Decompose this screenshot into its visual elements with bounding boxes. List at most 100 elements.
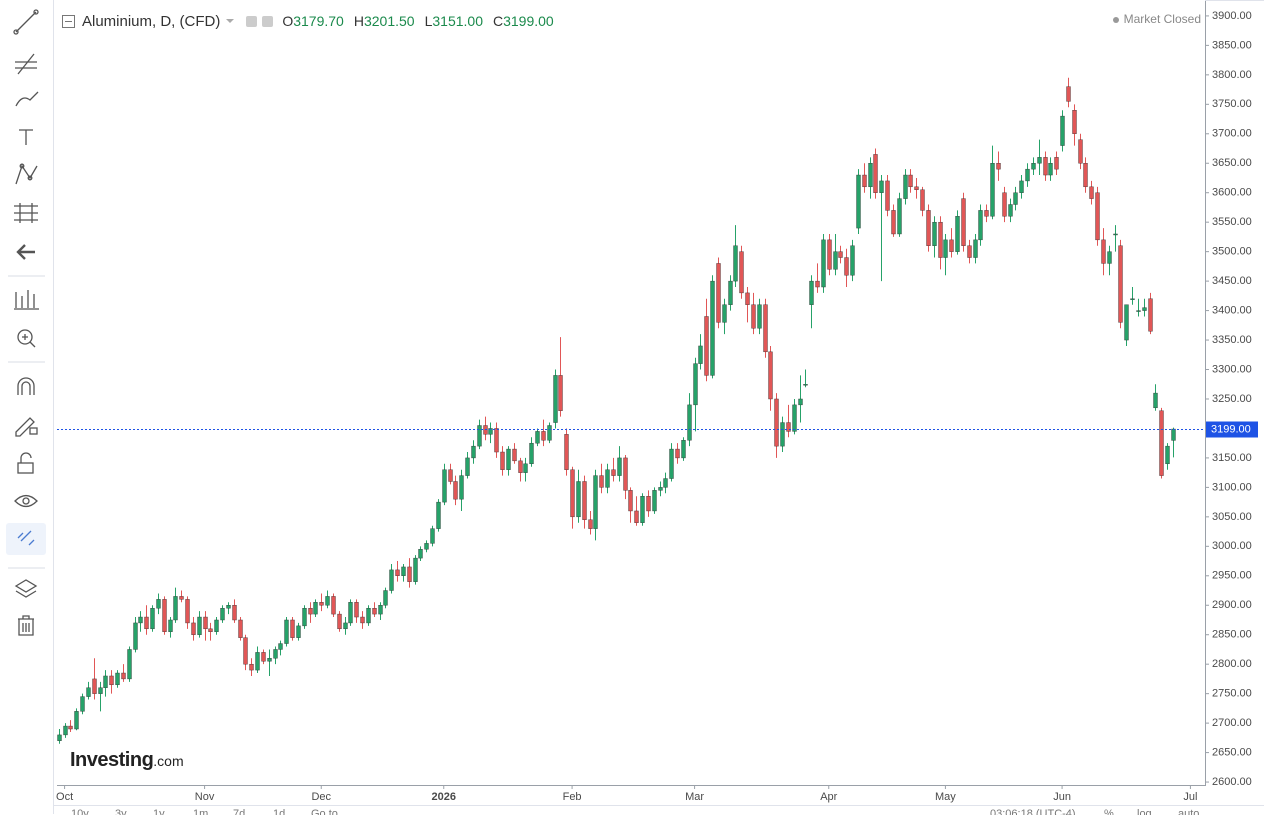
candle-body [1171, 428, 1176, 441]
candle-body [121, 672, 126, 680]
range-button[interactable]: 1y [153, 808, 165, 815]
visibility-tool[interactable] [14, 494, 38, 508]
candle-body [588, 519, 593, 529]
candle-body [903, 174, 908, 199]
lock-tool[interactable] [17, 452, 34, 474]
range-button[interactable]: 7d [233, 808, 246, 815]
candle-body [144, 616, 149, 630]
lock-drawing-tool[interactable] [15, 417, 38, 437]
zoom-tool[interactable] [17, 329, 36, 348]
candle-body [86, 687, 91, 697]
candle-body [774, 398, 779, 447]
candle-body [208, 628, 213, 632]
candle-body [156, 599, 161, 609]
pattern-tool[interactable] [15, 163, 38, 185]
candles [57, 77, 1176, 744]
range-button[interactable]: 1m [193, 808, 209, 815]
range-button[interactable]: 10y [71, 808, 89, 815]
candle-body [640, 496, 645, 523]
candle-body [1159, 410, 1164, 476]
candle-body [465, 457, 470, 476]
x-tick-label: May [935, 791, 956, 803]
magnet-tool[interactable] [17, 377, 35, 395]
range-button[interactable]: 1d [273, 808, 286, 815]
candle-body [879, 180, 884, 193]
candle-body [628, 490, 633, 512]
x-tick-label: Mar [685, 791, 704, 803]
settings-icon[interactable] [246, 15, 258, 27]
candle-body [302, 607, 307, 627]
candle-body [1142, 307, 1147, 311]
delete-tool[interactable] [18, 615, 34, 636]
candle-body [646, 496, 651, 512]
candle-body [331, 596, 336, 615]
x-tick-label: 2026 [432, 791, 456, 803]
candle-body [815, 280, 820, 288]
candle-body [232, 605, 237, 621]
back-tool[interactable] [16, 244, 35, 260]
candle-body [838, 251, 843, 258]
candle-body [273, 649, 278, 659]
candle-body [249, 663, 254, 671]
candle-body [197, 616, 202, 635]
candle-body [570, 469, 575, 518]
y-tick-label: 2800.00 [1212, 658, 1252, 670]
candle-body [378, 605, 383, 615]
brush-tool[interactable] [15, 91, 39, 107]
y-tick-label: 3350.00 [1212, 334, 1252, 346]
candle-body [1025, 168, 1030, 182]
range-button[interactable]: 3y [115, 808, 127, 815]
bottom-toolbar: 10y 3y 1y 1m 7d 1d Go to 03:06:18 (UTC-4)% log au… [53, 805, 1264, 815]
y-tick-label: 2700.00 [1212, 717, 1252, 729]
y-tick-label: 3500.00 [1212, 246, 1252, 258]
candle-body [436, 501, 441, 529]
trend-line-tool[interactable] [13, 9, 39, 35]
candle-body [203, 616, 208, 630]
y-tick-label: 3600.00 [1212, 187, 1252, 199]
layers-tool[interactable] [14, 579, 38, 598]
symbol-title[interactable]: Aluminium, D, (CFD) [82, 12, 221, 30]
scale-option[interactable]: auto [1178, 808, 1200, 815]
ohlc-key: O [282, 12, 294, 29]
range-button[interactable]: Go to [311, 808, 338, 815]
candle-body [325, 596, 330, 606]
y-tick-label: 3650.00 [1212, 157, 1252, 169]
candle-body [366, 607, 371, 624]
y-tick-label: 2600.00 [1212, 776, 1252, 788]
candle-body [558, 375, 563, 411]
y-tick-label: 2900.00 [1212, 599, 1252, 611]
fib-tool[interactable] [15, 53, 37, 75]
candle-body [179, 596, 184, 600]
link-tool[interactable] [17, 530, 35, 546]
x-tick-label: Nov [195, 791, 215, 803]
ohlc-value: 3201.50 [363, 12, 415, 29]
candle-body [920, 189, 925, 211]
candle-body [92, 678, 97, 694]
candle-body [63, 725, 68, 736]
collapse-button[interactable] [62, 14, 75, 28]
indicator-tool[interactable] [14, 290, 39, 310]
last-price-box [1206, 421, 1258, 438]
scale-option[interactable]: log [1137, 808, 1152, 815]
settings-icon[interactable] [262, 15, 274, 27]
candle-body [617, 457, 622, 476]
candle-body [961, 198, 966, 246]
candle-body [1113, 233, 1118, 236]
y-tick-label: 3150.00 [1212, 452, 1252, 464]
scale-option[interactable]: % [1104, 808, 1114, 815]
symbol-caret[interactable] [226, 19, 235, 23]
active-tool-bg [6, 523, 46, 555]
text-tool[interactable] [19, 129, 33, 145]
candle-body [226, 605, 231, 609]
candle-body [512, 448, 517, 462]
x-tick-label: Jun [1053, 791, 1071, 803]
candle-body [605, 469, 610, 488]
y-tick-label: 2950.00 [1212, 570, 1252, 582]
measure-tool[interactable] [14, 203, 38, 223]
candle-body [1008, 204, 1013, 217]
candle-body [856, 174, 861, 229]
ohlc-value: 3151.00 [432, 12, 483, 29]
candle-body [506, 448, 511, 470]
candle-body [745, 292, 750, 305]
